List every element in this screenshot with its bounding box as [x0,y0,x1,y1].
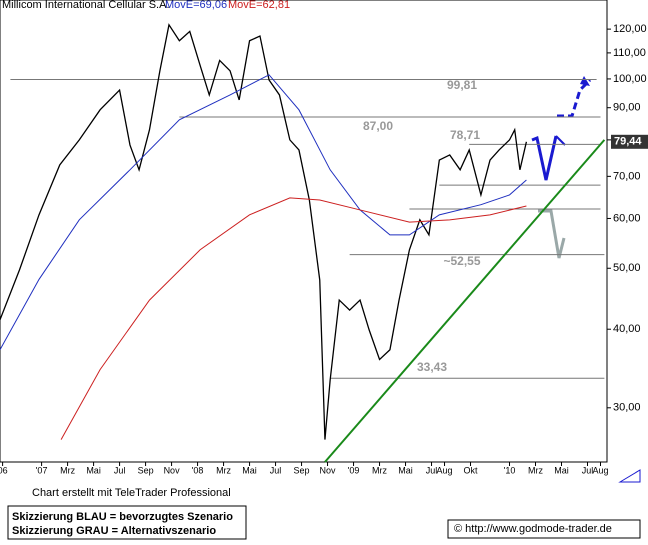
x-tick-label: Mai [398,465,413,475]
logo-icon [618,469,641,483]
last-price-box [611,134,648,149]
legend-entry: MovE=69,06 [165,0,227,11]
x-tick-label: '07 [36,465,48,475]
level-label: 99,81 [447,78,477,92]
note-box [7,505,247,540]
x-tick-label: Jul [114,465,126,475]
x-tick-label: '09 [348,465,360,475]
series-line [0,74,527,351]
x-tick-label: Jul [426,465,438,475]
blue-scenario-tail [555,135,566,146]
blue-arrowhead [580,76,590,86]
x-tick-label: Mrz [372,465,387,475]
x-tick-label: Jul [582,465,594,475]
y-tick-label: 100,00 [613,73,647,85]
credit: Chart erstellt mit TeleTrader Profession… [32,487,231,499]
level-label: 33,43 [417,360,447,374]
y-tick-label: 40,00 [613,323,641,335]
y-tick-label: 60,00 [613,212,641,224]
y-tick-label: 30,00 [613,402,641,414]
x-tick-label: Jul [270,465,282,475]
x-tick-label: Aug [437,465,453,475]
note: Skizzierung GRAU = Alternativszenario [12,525,216,537]
source-box [447,519,641,539]
legend-entry: MovE=62,81 [228,0,290,11]
x-tick-label: Mai [554,465,569,475]
y-tick-label: 90,00 [613,102,641,114]
y-tick-label: 70,00 [613,170,641,182]
x-tick-label: Aug [592,465,608,475]
x-tick-label: Mai [86,465,101,475]
x-tick-label: Mrz [528,465,543,475]
x-tick-label: '08 [192,465,204,475]
x-tick-label: Mrz [60,465,75,475]
blue-scenario [531,135,558,181]
x-tick-label: 06 [0,465,8,475]
x-tick-label: Nov [320,465,337,475]
level-label: 87,00 [363,119,393,133]
y-tick-label: 110,00 [613,47,646,59]
x-tick-label: Nov [164,465,181,475]
y-tick-label: 120,00 [613,23,647,35]
source: © http://www.godmode-trader.de [454,523,612,535]
x-tick-label: Okt [464,465,479,475]
y-tick-label: 50,00 [613,262,641,274]
x-tick-label: Mrz [216,465,231,475]
chart-title: Millicom International Cellular S.A. [2,0,170,11]
x-tick-label: '10 [504,465,516,475]
series-line [0,23,528,440]
level-label: 78,71 [450,128,480,142]
plot-frame [0,0,608,463]
trendline [324,139,606,463]
grey-scenario [538,209,566,259]
level-label: ~52,55 [443,254,480,268]
x-tick-label: Sep [138,465,154,475]
series-line [60,197,527,440]
last-price-label: 79,44 [614,136,642,148]
note: Skizzierung BLAU = bevorzugtes Szenario [12,511,233,523]
x-tick-label: Sep [294,465,310,475]
x-tick-label: Mai [242,465,257,475]
